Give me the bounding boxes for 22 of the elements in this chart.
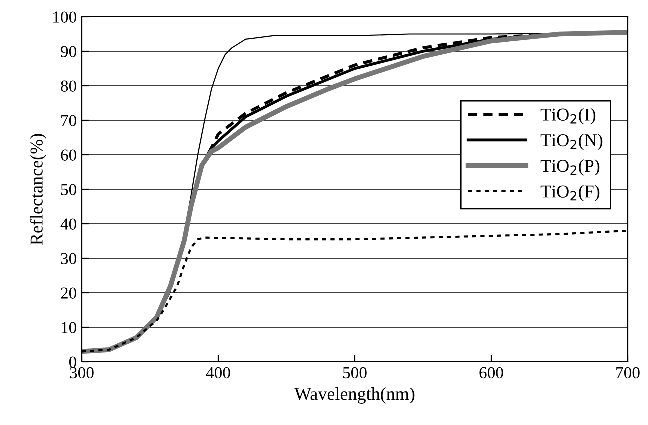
y-tick-label: 80 — [61, 80, 77, 92]
y-tick-label: 70 — [62, 115, 77, 126]
x-axis-title: Wavelength(nm) — [294, 388, 415, 404]
x-tick-label: 500 — [343, 367, 367, 379]
y-tick-label: 60 — [61, 150, 77, 161]
y-tick-label: 90 — [61, 46, 77, 58]
y-tick-label: 0 — [69, 356, 77, 368]
x-tick-label: 700 — [616, 367, 640, 379]
x-tick-label: 400 — [206, 367, 230, 379]
x-tick-label: 600 — [480, 367, 504, 379]
y-tick-label: 50 — [61, 184, 77, 196]
y-tick-label: 20 — [61, 288, 77, 299]
y-axis-title: Reflectance(%) — [30, 134, 47, 246]
legend-label: TiO$_{2}$(F) — [540, 185, 600, 202]
y-tick-label: 10 — [62, 322, 77, 334]
legend-label: TiO$_{2}$(I) — [540, 108, 596, 125]
legend-label: TiO$_{2}$(P) — [540, 160, 600, 176]
y-tick-label: 100 — [54, 12, 77, 23]
y-tick-label: 30 — [61, 253, 77, 264]
y-tick-label: 40 — [60, 218, 77, 230]
x-tick-label: 300 — [70, 367, 94, 379]
legend-label: TiO$_{2}$(N) — [540, 134, 603, 150]
